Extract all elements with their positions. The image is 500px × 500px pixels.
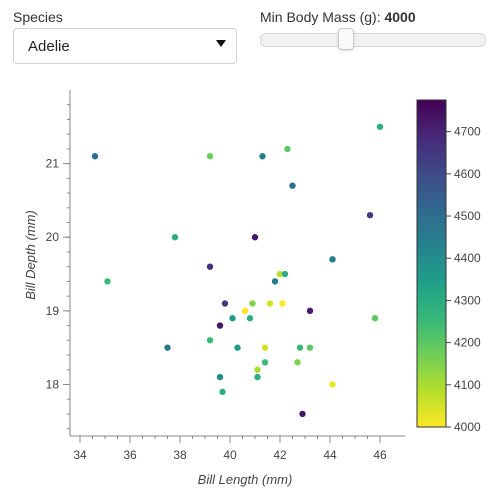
colorbar-tick-label: 4500 (454, 209, 481, 223)
slider-handle[interactable] (337, 28, 354, 50)
scatter-point (371, 315, 379, 322)
x-tick-label: 46 (373, 448, 387, 462)
scatter-point (271, 278, 279, 285)
scatter-point (294, 359, 301, 366)
colorbar-gradient (416, 99, 447, 428)
scatter-point (306, 307, 314, 315)
species-selected-value: Adelie (28, 38, 70, 55)
chevron-down-icon (216, 40, 226, 47)
scatter-point (104, 278, 111, 285)
scatter-point (259, 153, 266, 160)
scatter-point (206, 153, 214, 160)
species-label: Species (13, 9, 63, 25)
mass-value: 4000 (384, 9, 416, 25)
scatter-point (261, 344, 269, 351)
scatter-point (279, 300, 286, 307)
scatter-point (296, 344, 304, 351)
scatter-point (206, 263, 214, 270)
scatter-point (216, 373, 224, 381)
mass-label-text: Min Body Mass (g): (260, 9, 381, 25)
species-select[interactable]: Adelie (13, 28, 237, 64)
scatter-point (206, 337, 214, 344)
scatter-point (254, 373, 261, 381)
colorbar-tick-label: 4300 (454, 293, 481, 307)
x-axis-title: Bill Length (mm) (198, 472, 293, 487)
mass-label: Min Body Mass (g): 4000 (260, 9, 416, 25)
slider-track[interactable] (260, 33, 486, 47)
y-tick-label: 20 (46, 230, 60, 244)
colorbar-tick-label: 4600 (454, 167, 481, 181)
x-tick-label: 44 (323, 448, 337, 462)
colorbar-tick-label: 4200 (454, 336, 481, 350)
scatter-point (219, 388, 226, 396)
scatter-point (229, 315, 236, 322)
colorbar: 4000 4100 4200 4300 4400 4500 4600 4700 (416, 99, 481, 434)
scatter-point (171, 234, 179, 241)
x-tick-label: 42 (273, 448, 287, 462)
scatter-point (221, 300, 229, 307)
y-axis-title: Bill Depth (mm) (23, 210, 38, 300)
chart-points (91, 123, 384, 418)
scatter-point (376, 123, 384, 131)
scatter-point (91, 153, 99, 160)
min-body-mass-slider[interactable] (260, 28, 486, 50)
scatter-point (241, 307, 249, 315)
colorbar-tick-label: 4100 (454, 378, 481, 392)
x-tick-label: 36 (123, 448, 137, 462)
x-tick-label: 40 (223, 448, 237, 462)
scatter-point (216, 322, 224, 329)
scatter-point (249, 300, 256, 307)
scatter-point (329, 256, 336, 263)
y-tick-label: 21 (46, 157, 60, 171)
x-tick-label: 38 (173, 448, 187, 462)
scatter-point (299, 410, 306, 418)
scatter-point (276, 270, 284, 278)
y-tick-label: 18 (46, 377, 60, 391)
x-tick-label: 34 (73, 448, 87, 462)
scatter-point (261, 359, 269, 366)
scatter-point (281, 270, 289, 278)
colorbar-tick-label: 4400 (454, 251, 481, 265)
scatter-point (246, 315, 254, 322)
scatter-point (254, 366, 261, 373)
colorbar-tick-label: 4700 (454, 125, 481, 139)
scatter-point (164, 344, 171, 351)
colorbar-tick-label: 4000 (454, 420, 481, 434)
scatter-point (284, 145, 291, 153)
scatter-point (266, 300, 274, 307)
scatter-point (289, 182, 296, 189)
chart-axes: 34 36 38 40 42 44 46 18 19 20 21 (46, 90, 405, 462)
scatter-point (329, 381, 336, 388)
y-tick-label: 19 (46, 304, 60, 318)
scatter-point (366, 211, 374, 219)
scatter-point (306, 344, 314, 351)
scatter-point (234, 344, 241, 351)
scatter-point (251, 234, 259, 241)
